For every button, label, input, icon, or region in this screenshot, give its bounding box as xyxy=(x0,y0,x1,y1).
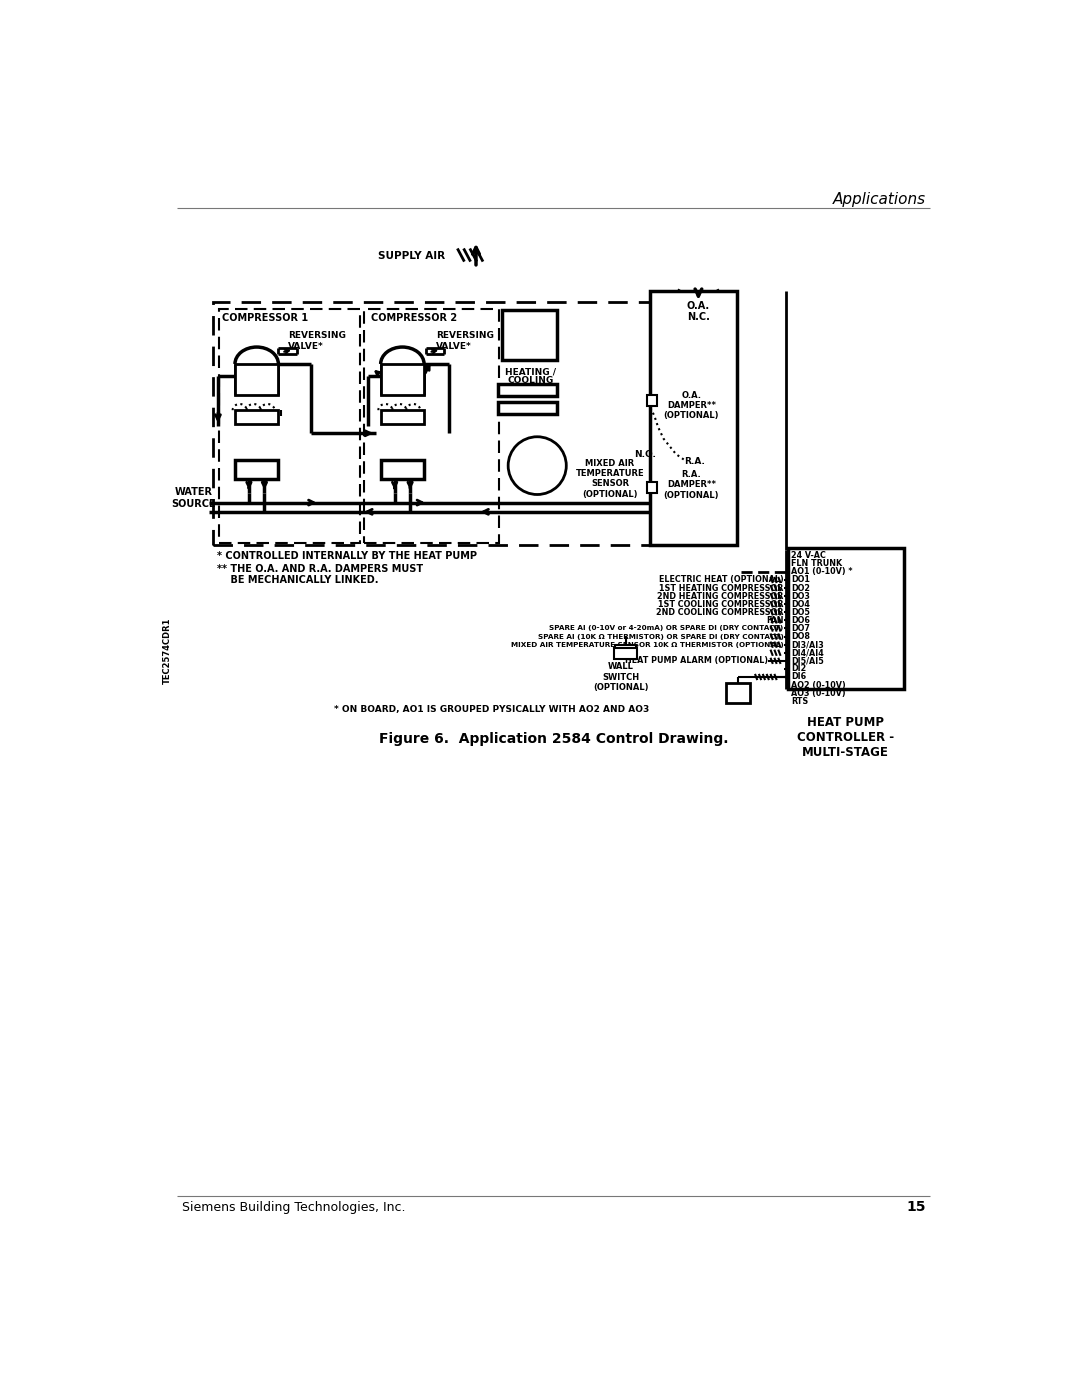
Bar xyxy=(380,411,424,425)
Text: FAN: FAN xyxy=(766,616,784,624)
Text: DI4/AI4: DI4/AI4 xyxy=(792,648,824,657)
Text: HEATING /: HEATING / xyxy=(504,367,556,376)
Text: DO8: DO8 xyxy=(792,631,810,641)
Text: * ON BOARD, AO1 IS GROUPED PYSICALLY WITH AO2 AND AO3: * ON BOARD, AO1 IS GROUPED PYSICALLY WIT… xyxy=(334,705,649,714)
Bar xyxy=(235,411,279,425)
Bar xyxy=(213,302,650,545)
Text: DI6: DI6 xyxy=(792,672,807,682)
Text: MIXED AIR TEMPERATURE SENSOR 10K Ω THERMISTOR (OPTIONAL): MIXED AIR TEMPERATURE SENSOR 10K Ω THERM… xyxy=(511,641,784,648)
Text: WATER
SOURCE: WATER SOURCE xyxy=(172,488,216,509)
Bar xyxy=(650,291,738,545)
Text: DO2: DO2 xyxy=(792,584,810,592)
Text: ELECTRIC
HEAT
(OPTIONAL): ELECTRIC HEAT (OPTIONAL) xyxy=(502,320,557,351)
Text: DO3: DO3 xyxy=(792,592,810,601)
Text: DI2: DI2 xyxy=(792,665,807,673)
Bar xyxy=(647,482,658,493)
Text: Applications: Applications xyxy=(833,193,926,207)
Bar xyxy=(218,309,360,543)
Text: Siemens Building Technologies, Inc.: Siemens Building Technologies, Inc. xyxy=(181,1200,405,1214)
Text: DI3/AI3: DI3/AI3 xyxy=(792,640,824,650)
Text: R.A.
DAMPER**
(OPTIONAL): R.A. DAMPER** (OPTIONAL) xyxy=(664,469,719,500)
Text: RTS: RTS xyxy=(728,689,747,697)
Bar xyxy=(235,365,279,395)
Text: COOLING: COOLING xyxy=(508,376,553,386)
Text: COIL: COIL xyxy=(515,404,539,412)
Text: DO4: DO4 xyxy=(792,599,810,609)
Text: 1ST COOLING COMPRESSOR: 1ST COOLING COMPRESSOR xyxy=(658,599,784,609)
Bar xyxy=(613,648,637,659)
Bar xyxy=(787,548,904,689)
Text: BE MECHANICALLY LINKED.: BE MECHANICALLY LINKED. xyxy=(217,574,379,584)
Bar xyxy=(726,683,751,703)
Text: Figure 6.  Application 2584 Control Drawing.: Figure 6. Application 2584 Control Drawi… xyxy=(379,732,728,746)
Text: O.A.
N.C.: O.A. N.C. xyxy=(687,300,710,323)
Text: 2ND COOLING COMPRESSOR: 2ND COOLING COMPRESSOR xyxy=(657,608,784,617)
Text: 2ND HEATING COMPRESSOR: 2ND HEATING COMPRESSOR xyxy=(658,592,784,601)
Text: DI5/AI5: DI5/AI5 xyxy=(792,657,824,665)
Text: REVERSING
VALVE*: REVERSING VALVE* xyxy=(435,331,494,351)
Text: MIXED AIR
TEMPERATURE
SENSOR
(OPTIONAL): MIXED AIR TEMPERATURE SENSOR (OPTIONAL) xyxy=(576,458,645,499)
Bar xyxy=(380,460,424,479)
Ellipse shape xyxy=(509,437,566,495)
Text: HEAT PUMP ALARM (OPTIONAL): HEAT PUMP ALARM (OPTIONAL) xyxy=(625,657,768,665)
Text: COMPRESSOR 1: COMPRESSOR 1 xyxy=(222,313,308,323)
Text: WALL
SWITCH
(OPTIONAL): WALL SWITCH (OPTIONAL) xyxy=(593,662,649,693)
Text: N.O.: N.O. xyxy=(616,650,636,658)
Text: DO1: DO1 xyxy=(792,576,810,584)
Text: HEAT PUMP
CONTROLLER -
MULTI-STAGE: HEAT PUMP CONTROLLER - MULTI-STAGE xyxy=(797,715,894,759)
Text: N.O.: N.O. xyxy=(616,647,636,657)
Text: DO7: DO7 xyxy=(792,624,810,633)
Text: 15: 15 xyxy=(906,1200,926,1214)
Text: SUPPLY AIR: SUPPLY AIR xyxy=(378,251,445,261)
Text: FAN: FAN xyxy=(526,461,549,471)
Text: ELECTRIC HEAT (OPTIONAL): ELECTRIC HEAT (OPTIONAL) xyxy=(659,576,784,584)
Text: AO1 (0-10V) *: AO1 (0-10V) * xyxy=(792,567,853,577)
Text: 1ST HEATING COMPRESSOR: 1ST HEATING COMPRESSOR xyxy=(659,584,784,592)
Text: * CONTROLLED INTERNALLY BY THE HEAT PUMP: * CONTROLLED INTERNALLY BY THE HEAT PUMP xyxy=(217,550,477,560)
Text: FLN TRUNK: FLN TRUNK xyxy=(792,559,842,569)
Text: N.O.: N.O. xyxy=(634,450,656,458)
Text: R.A.: R.A. xyxy=(684,457,705,467)
Text: SPARE AI (10K Ω THERMISTOR) OR SPARE DI (DRY CONTACT): SPARE AI (10K Ω THERMISTOR) OR SPARE DI … xyxy=(538,634,784,640)
Text: COMPRESSOR 2: COMPRESSOR 2 xyxy=(370,313,457,323)
Text: DO5: DO5 xyxy=(792,608,810,617)
Bar xyxy=(647,395,658,405)
Text: RTS: RTS xyxy=(792,697,809,705)
Bar xyxy=(364,309,499,543)
Text: 24 V-AC: 24 V-AC xyxy=(792,552,826,560)
Text: AO2 (0-10V): AO2 (0-10V) xyxy=(792,680,846,690)
Text: O.A.
DAMPER**
(OPTIONAL): O.A. DAMPER** (OPTIONAL) xyxy=(664,391,719,420)
Bar xyxy=(380,365,424,395)
Bar xyxy=(615,645,636,658)
Text: DO6: DO6 xyxy=(792,616,810,624)
Text: AO3 (0-10V): AO3 (0-10V) xyxy=(792,689,846,697)
Text: REVERSING
VALVE*: REVERSING VALVE* xyxy=(288,331,347,351)
Text: COIL: COIL xyxy=(390,464,415,475)
Text: SPARE AI (0-10V or 4-20mA) OR SPARE DI (DRY CONTACT): SPARE AI (0-10V or 4-20mA) OR SPARE DI (… xyxy=(550,626,784,631)
Bar xyxy=(501,310,557,360)
Bar xyxy=(498,384,556,397)
Text: COIL: COIL xyxy=(244,464,269,475)
Text: ** THE O.A. AND R.A. DAMPERS MUST: ** THE O.A. AND R.A. DAMPERS MUST xyxy=(217,564,423,574)
Text: COIL: COIL xyxy=(515,386,539,395)
Text: TEC2574CDR1: TEC2574CDR1 xyxy=(163,617,172,683)
Bar xyxy=(498,402,556,414)
Bar xyxy=(235,460,279,479)
